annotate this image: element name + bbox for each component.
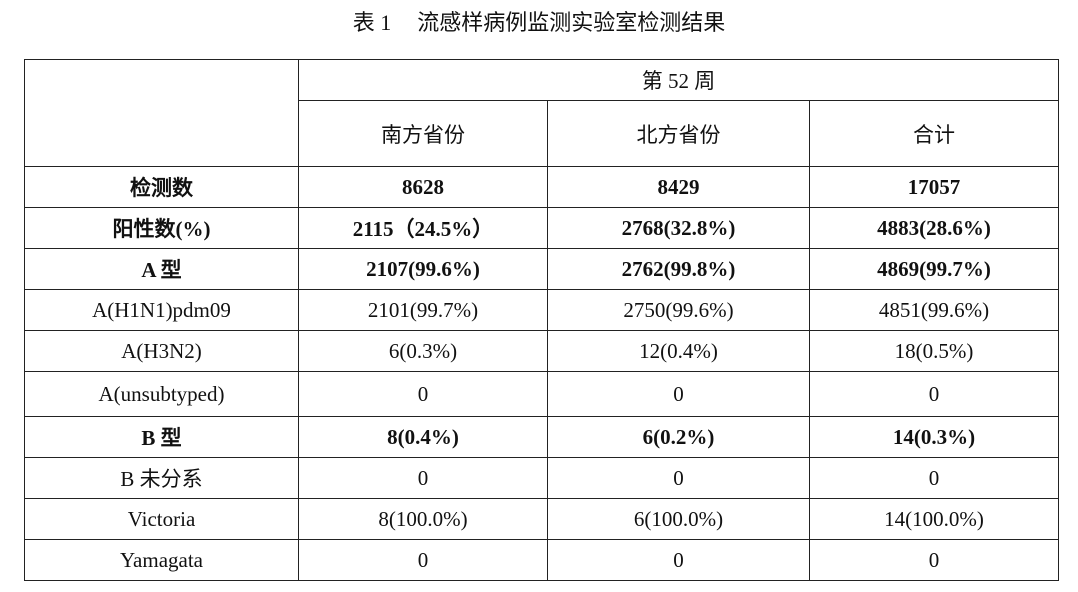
value-cell: 8628	[298, 166, 548, 208]
value-cell: 0	[298, 457, 548, 499]
column-header-south: 南方省份	[298, 100, 548, 167]
value-cell: 2115（24.5%）	[298, 207, 548, 249]
value-cell: 14(0.3%)	[808, 416, 1060, 458]
table-row: B 型 8(0.4%) 6(0.2%) 14(0.3%)	[24, 416, 1060, 458]
value-cell: 8429	[547, 166, 810, 208]
value-cell: 6(0.3%)	[298, 330, 548, 372]
header-row-regions: 南方省份 北方省份 合计	[25, 100, 1060, 167]
value-cell: 0	[547, 539, 810, 581]
table-row: A(unsubtyped) 0 0 0	[24, 371, 1060, 417]
value-cell: 0	[808, 457, 1060, 499]
row-label: 阳性数(%)	[24, 207, 299, 249]
value-cell: 0	[547, 371, 810, 417]
value-cell: 17057	[808, 166, 1060, 208]
row-label: Yamagata	[24, 539, 299, 581]
value-cell: 2107(99.6%)	[298, 248, 548, 290]
value-cell: 2768(32.8%)	[547, 207, 810, 249]
value-cell: 8(0.4%)	[298, 416, 548, 458]
value-cell: 6(100.0%)	[547, 498, 810, 540]
table-row: A(H1N1)pdm09 2101(99.7%) 2750(99.6%) 4851(9…	[24, 289, 1060, 331]
row-label: 检测数	[24, 166, 299, 208]
value-cell: 0	[298, 539, 548, 581]
value-cell: 0	[808, 371, 1060, 417]
row-label: A(unsubtyped)	[24, 371, 299, 417]
value-cell: 12(0.4%)	[547, 330, 810, 372]
table-row: A 型 2107(99.6%) 2762(99.8%) 4869(99.7%)	[24, 248, 1060, 290]
row-label: B 型	[24, 416, 299, 458]
corner-cell	[24, 59, 299, 167]
value-cell: 4883(28.6%)	[808, 207, 1060, 249]
week-header: 第 52 周	[297, 59, 1060, 101]
value-cell: 0	[298, 371, 548, 417]
row-label: A(H3N2)	[24, 330, 299, 372]
table-row: Victoria 8(100.0%) 6(100.0%) 14(100.0%)	[24, 498, 1060, 540]
table-row: A(H3N2) 6(0.3%) 12(0.4%) 18(0.5%)	[24, 330, 1060, 372]
table-number: 表 1	[352, 10, 392, 35]
value-cell: 14(100.0%)	[808, 498, 1060, 540]
value-cell: 0	[547, 457, 810, 499]
table-row: Yamagata 0 0 0	[24, 539, 1060, 581]
value-cell: 4851(99.6%)	[808, 289, 1060, 331]
table-row: B 未分系 0 0 0	[24, 457, 1060, 499]
table-caption: 流感样病例监测实验室检测结果	[417, 10, 726, 35]
value-cell: 8(100.0%)	[298, 498, 548, 540]
value-cell: 0	[808, 539, 1060, 581]
value-cell: 6(0.2%)	[547, 416, 810, 458]
value-cell: 2101(99.7%)	[298, 289, 548, 331]
results-table: 第 52 周 南方省份 北方省份 合计 检测数 8628 8429 17057 阳性数(…	[24, 59, 1060, 581]
row-label: B 未分系	[24, 457, 299, 499]
column-header-north: 北方省份	[547, 100, 810, 167]
value-cell: 4869(99.7%)	[808, 248, 1060, 290]
row-label: A(H1N1)pdm09	[24, 289, 299, 331]
table-row: 检测数 8628 8429 17057	[24, 166, 1060, 208]
row-label: Victoria	[24, 498, 299, 540]
value-cell: 2762(99.8%)	[547, 248, 810, 290]
header-row-week: 第 52 周	[24, 59, 1060, 167]
table-title: 表 1 流感样病例监测实验室检测结果	[0, 6, 1078, 40]
column-header-total: 合计	[808, 100, 1060, 167]
table-row: 阳性数(%) 2115（24.5%） 2768(32.8%) 4883(28.6%)	[24, 207, 1060, 249]
row-label: A 型	[24, 248, 299, 290]
value-cell: 18(0.5%)	[808, 330, 1060, 372]
value-cell: 2750(99.6%)	[547, 289, 810, 331]
